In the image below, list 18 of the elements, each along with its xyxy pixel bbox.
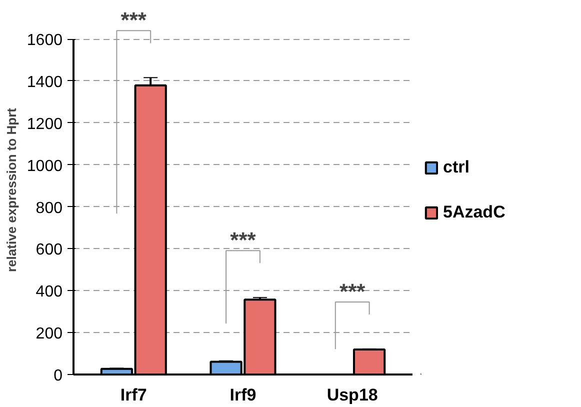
y-tick-label: 1400 bbox=[26, 74, 63, 91]
y-tick-label: 800 bbox=[36, 200, 63, 217]
text: *** bbox=[120, 8, 147, 33]
y-tick-label: 0 bbox=[54, 368, 63, 384]
y-tick-label: 400 bbox=[36, 284, 63, 301]
legend-label: ctrl bbox=[443, 157, 470, 177]
y-tick-label: 600 bbox=[36, 242, 63, 259]
x-tick-label: Irf7 bbox=[120, 386, 147, 404]
x-tick-label: Irf9 bbox=[230, 386, 256, 404]
x-tick-label: Usp18 bbox=[326, 386, 378, 404]
y-axis-title: relative expression to Hprt bbox=[4, 107, 19, 272]
y-tick-label: 1000 bbox=[26, 158, 63, 175]
y-tick-label: 1200 bbox=[26, 116, 63, 133]
y-tick-label: 1600 bbox=[26, 32, 63, 50]
y-tick-label: 200 bbox=[36, 326, 63, 343]
annotation: *** bbox=[340, 278, 366, 304]
annotation: *** bbox=[230, 228, 256, 253]
legend-label: 5AzadC bbox=[443, 202, 506, 222]
